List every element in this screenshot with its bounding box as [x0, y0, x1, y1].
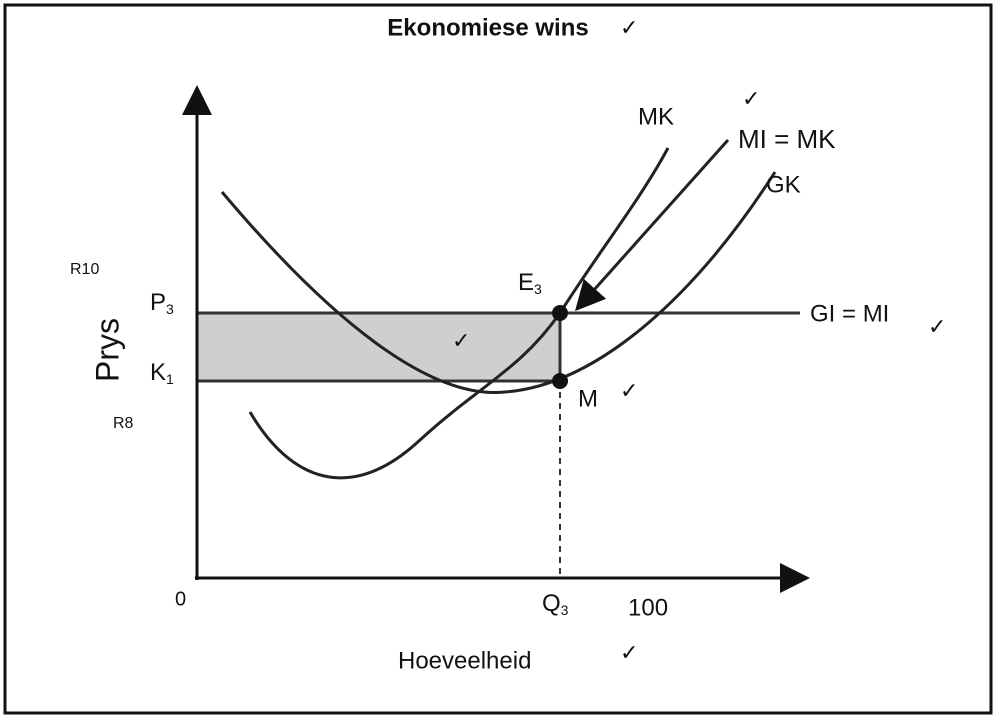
e3-label: E3 — [518, 269, 542, 296]
point-e3 — [552, 305, 568, 321]
q3-label: Q3 — [542, 590, 569, 617]
check: ✓ — [452, 329, 470, 354]
check: ✓ — [620, 379, 638, 404]
border — [3, 3, 993, 715]
gk-label: GK — [766, 171, 801, 198]
check: ✓ — [928, 315, 946, 340]
y-axis-label: Prys — [89, 318, 125, 382]
k1-label: K1 — [150, 359, 174, 386]
gi-mi-label: GI = MI — [810, 300, 889, 327]
r10-label: R10 — [70, 261, 99, 278]
mk-label: MK — [638, 103, 674, 130]
origin-label: 0 — [175, 588, 186, 610]
title: Ekonomiese wins — [387, 14, 588, 41]
check: ✓ — [742, 87, 760, 112]
check: ✓ — [620, 16, 638, 41]
p3-label: P3 — [150, 289, 174, 316]
r8-label: R8 — [113, 415, 134, 432]
gk-curve — [220, 171, 777, 395]
check: ✓ — [620, 641, 638, 666]
point-m — [552, 373, 568, 389]
value-label: 100 — [628, 594, 668, 621]
mk-curve — [248, 147, 670, 480]
x-axis-label: Hoeveelheid — [398, 647, 531, 674]
arrow — [575, 139, 730, 312]
mi-mk-label: MI = MK — [738, 124, 836, 154]
m-label: M — [578, 385, 598, 412]
